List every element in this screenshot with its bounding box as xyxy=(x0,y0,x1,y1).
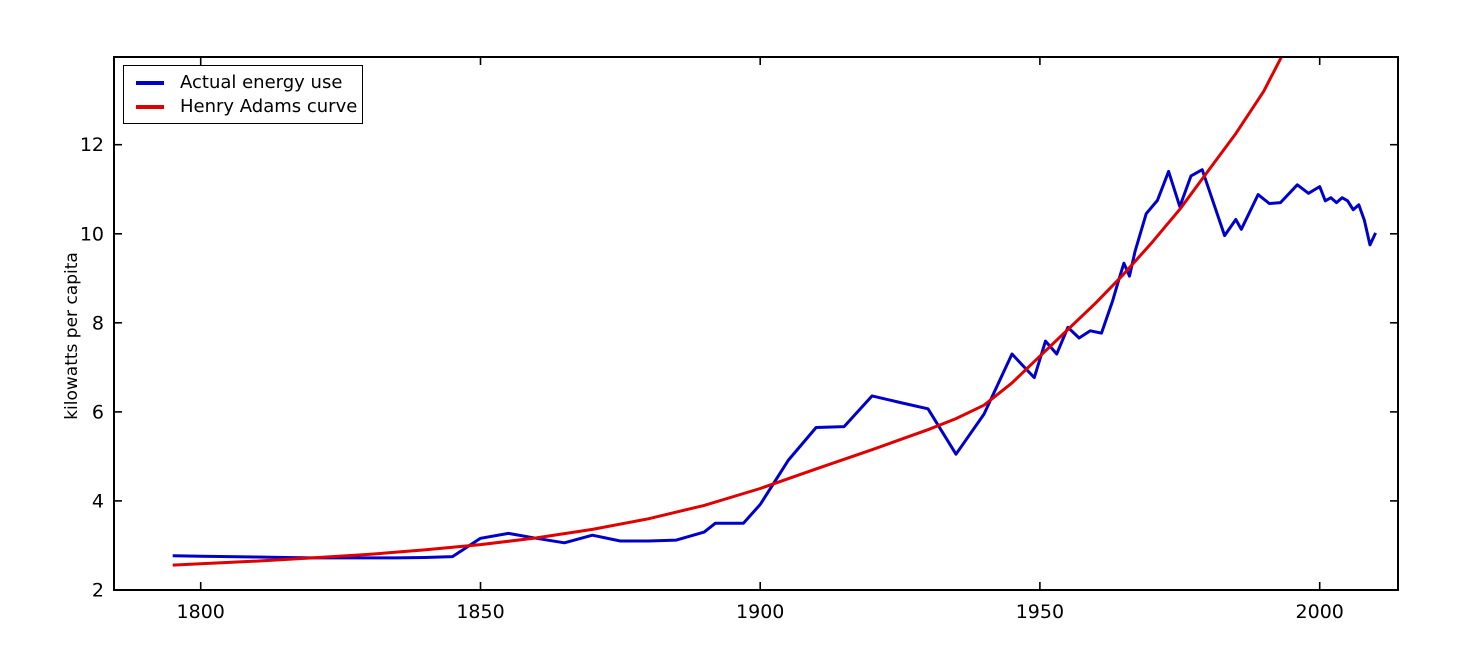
x-tick-label: 1900 xyxy=(736,601,784,623)
legend: Actual energy use Henry Adams curve xyxy=(123,65,363,124)
legend-label-henry-adams: Henry Adams curve xyxy=(180,96,358,117)
y-tick-label: 10 xyxy=(80,223,104,245)
actual-energy-series-line xyxy=(172,168,1377,560)
y-tick-label: 8 xyxy=(92,312,104,334)
y-tick-label: 4 xyxy=(92,490,104,512)
legend-line-sample-henry-adams xyxy=(136,104,164,109)
y-tick-label: 12 xyxy=(80,134,104,156)
y-tick-label: 6 xyxy=(92,401,104,423)
legend-line-sample-actual xyxy=(136,80,164,85)
x-tick-label: 1950 xyxy=(1016,601,1064,623)
x-tick-label: 1800 xyxy=(177,601,225,623)
legend-item-henry-adams: Henry Adams curve xyxy=(136,96,357,117)
henry-adams-curve-line xyxy=(172,57,1284,567)
x-tick-label: 2000 xyxy=(1296,601,1344,623)
y-tick-label: 2 xyxy=(92,580,104,602)
legend-item-actual-energy: Actual energy use xyxy=(136,72,350,93)
y-axis-label: kilowatts per capita xyxy=(62,252,82,420)
x-tick-label: 1850 xyxy=(456,601,504,623)
legend-label-actual: Actual energy use xyxy=(180,72,343,93)
